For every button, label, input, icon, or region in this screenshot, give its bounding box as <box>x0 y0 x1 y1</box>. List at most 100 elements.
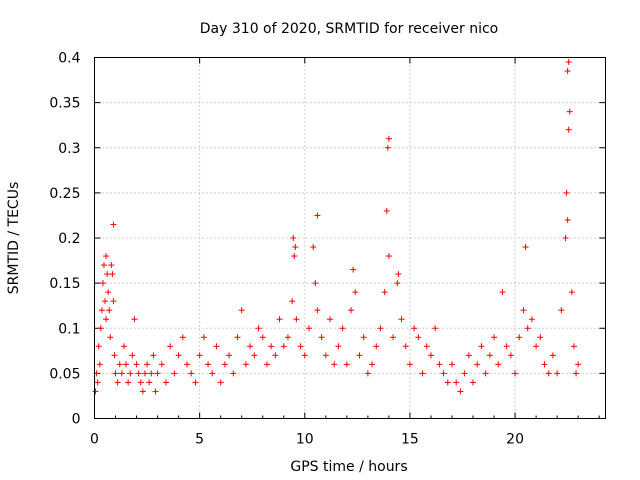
data-point <box>290 235 297 241</box>
data-point <box>495 361 502 368</box>
data-point <box>297 343 304 350</box>
data-point <box>453 379 460 386</box>
data-points <box>92 59 582 395</box>
data-point <box>221 361 228 368</box>
data-point <box>423 343 430 350</box>
data-point <box>474 361 481 368</box>
data-point <box>167 343 174 350</box>
data-point <box>575 361 582 368</box>
data-point <box>238 307 245 314</box>
y-tick-label: 0.4 <box>58 51 80 67</box>
chart-title: Day 310 of 2020, SRMTID for receiver nic… <box>200 21 498 37</box>
data-point <box>394 280 401 287</box>
data-point <box>503 343 510 350</box>
data-point <box>110 221 117 228</box>
data-point <box>226 352 233 359</box>
data-point <box>570 343 577 350</box>
data-point <box>205 361 212 368</box>
data-point <box>369 361 376 368</box>
data-point <box>107 334 114 341</box>
y-tick-label: 0.05 <box>49 366 80 382</box>
data-point <box>112 370 119 377</box>
data-point <box>322 352 329 359</box>
data-point <box>383 207 390 214</box>
data-point <box>272 352 279 359</box>
data-point <box>109 271 116 278</box>
data-point <box>314 307 321 314</box>
data-point <box>242 361 249 368</box>
data-point <box>209 370 216 377</box>
data-point <box>545 370 552 377</box>
data-point <box>566 108 573 115</box>
data-point <box>440 370 447 377</box>
data-point <box>436 361 443 368</box>
data-point <box>293 316 300 323</box>
data-point <box>280 343 287 350</box>
data-point <box>343 361 350 368</box>
data-point <box>171 370 178 377</box>
data-point <box>348 307 355 314</box>
data-point <box>373 343 380 350</box>
data-point <box>356 352 363 359</box>
data-point <box>103 316 110 323</box>
data-point <box>537 334 544 341</box>
data-point <box>158 361 165 368</box>
data-point <box>563 189 570 196</box>
data-point <box>133 361 140 368</box>
data-point <box>92 388 99 395</box>
data-point <box>486 352 493 359</box>
data-point <box>94 379 101 386</box>
data-point <box>507 352 514 359</box>
data-point <box>360 334 367 341</box>
data-point <box>118 370 125 377</box>
data-point <box>520 307 527 314</box>
data-point <box>276 316 283 323</box>
data-point <box>154 370 161 377</box>
y-tick-label: 0.25 <box>49 186 80 202</box>
data-point <box>111 352 118 359</box>
data-point <box>419 370 426 377</box>
data-point <box>110 298 117 305</box>
data-point <box>305 325 312 332</box>
data-point <box>381 289 388 296</box>
data-point <box>100 262 107 269</box>
data-point <box>259 334 266 341</box>
data-point <box>312 280 319 287</box>
data-point <box>573 370 580 377</box>
axis-ticks: 0 0.05 0.1 0.15 0.2 0.25 0.3 0.35 0.4 0 5 10 15 20 <box>49 51 606 448</box>
data-point <box>255 325 262 332</box>
data-point <box>395 271 402 278</box>
data-point <box>432 325 439 332</box>
data-point <box>127 370 134 377</box>
data-point <box>150 352 157 359</box>
data-point <box>339 325 346 332</box>
data-point <box>213 343 220 350</box>
data-point <box>444 379 451 386</box>
data-point <box>179 334 186 341</box>
data-point <box>499 289 506 296</box>
data-point <box>291 253 298 260</box>
data-point <box>114 379 121 386</box>
x-tick-label: 0 <box>90 432 99 448</box>
data-point <box>103 253 110 260</box>
data-point <box>327 316 334 323</box>
x-tick-label: 10 <box>296 432 314 448</box>
data-point <box>364 370 371 377</box>
data-point <box>108 262 115 269</box>
data-point <box>482 370 489 377</box>
data-point <box>184 361 191 368</box>
y-tick-label: 0 <box>72 412 81 428</box>
x-axis-label: GPS time / hours <box>290 459 407 475</box>
data-point <box>352 289 359 296</box>
data-point <box>549 352 556 359</box>
data-point <box>478 343 485 350</box>
data-point <box>465 352 472 359</box>
data-point <box>106 307 113 314</box>
x-tick-label: 20 <box>506 432 524 448</box>
data-point <box>162 379 169 386</box>
data-point <box>491 334 498 341</box>
data-point <box>146 379 153 386</box>
data-point <box>123 361 130 368</box>
data-point <box>314 212 321 219</box>
